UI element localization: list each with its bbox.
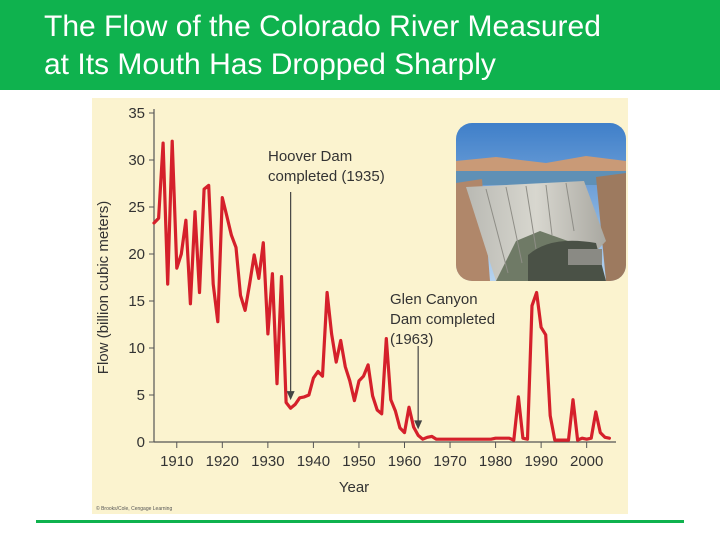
chart-figure: 0 5 10 15 20 25 30 35 1910 1920 1930 1940 1950 1960 19… <box>92 98 628 514</box>
y-tick-label: 10 <box>128 340 145 357</box>
annotation-label: Hoover Dam completed (1935) <box>268 148 385 185</box>
x-tick-label: 1950 <box>342 453 375 470</box>
x-tick-label: 1970 <box>433 453 466 470</box>
y-tick-label: 35 <box>128 105 145 122</box>
x-tick-label: 1920 <box>206 453 239 470</box>
chart-svg: 0 5 10 15 20 25 30 35 1910 1920 1930 1940 1950 1960 19… <box>92 98 628 514</box>
x-tick-label: 1960 <box>388 453 421 470</box>
y-tick-label: 20 <box>128 246 145 263</box>
flow-series-line <box>152 139 612 442</box>
hoover-dam-photo <box>456 123 626 281</box>
title-band <box>0 0 720 90</box>
series-group <box>152 139 612 442</box>
y-tick-label: 5 <box>137 387 145 404</box>
axes-group <box>153 109 616 443</box>
ticks-group: 0 5 10 15 20 25 30 35 1910 1920 1930 1940 1950 1960 19… <box>95 105 603 496</box>
x-tick-label: 1910 <box>160 453 193 470</box>
y-axis-label: Flow (billion cubic meters) <box>95 201 112 374</box>
y-tick-label: 30 <box>128 152 145 169</box>
x-tick-label: 1940 <box>297 453 330 470</box>
x-tick-label: 2000 <box>570 453 603 470</box>
annotation-label: Glen Canyon Dam completed (1963) <box>390 291 495 348</box>
credit-text: © Brooks/Cole, Cengage Learning <box>96 505 172 512</box>
annotation-arrowhead <box>286 391 295 401</box>
y-tick-label: 25 <box>128 199 145 216</box>
y-tick-label: 15 <box>128 293 145 310</box>
annotation-arrowhead <box>414 420 423 430</box>
annotations-group: Hoover Dam completed (1935) Glen Canyon Dam… <box>268 148 495 430</box>
x-tick-label: 1990 <box>524 453 557 470</box>
x-tick-label: 1980 <box>479 453 512 470</box>
x-axis-label: Year <box>339 479 369 496</box>
slide-title: The Flow of the Colorado River Measured … <box>44 10 601 81</box>
y-tick-label: 0 <box>137 434 145 451</box>
bottom-rule <box>36 520 684 523</box>
x-tick-label: 1930 <box>251 453 284 470</box>
